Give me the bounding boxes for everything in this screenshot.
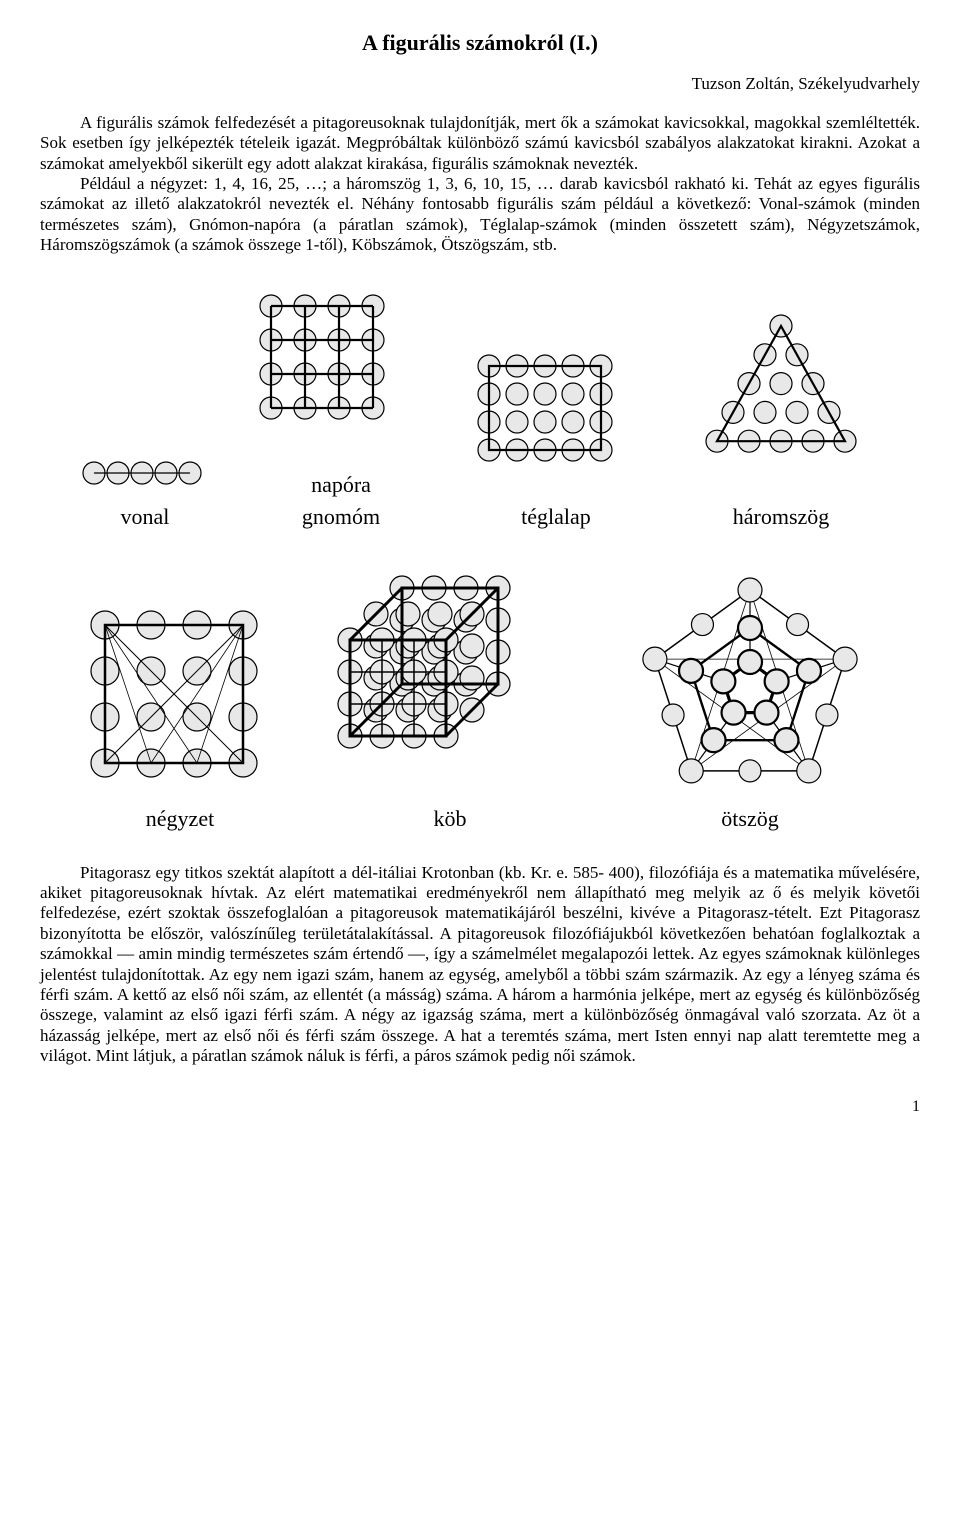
diagram-otszog [620, 560, 880, 800]
label-vonal: vonal [121, 504, 170, 530]
label-napora-2: gnomóm [302, 504, 380, 530]
figure-napora: napóra gnomóm [251, 286, 431, 531]
label-otszog: ötszög [721, 806, 778, 832]
label-kob: köb [434, 806, 467, 832]
page-title: A figurális számokról (I.) [40, 30, 920, 56]
diagram-negyzet [80, 600, 280, 800]
author-line: Tuzson Zoltán, Székelyudvarhely [40, 74, 920, 94]
diagram-teglalap [471, 348, 641, 498]
figure-otszog: ötszög [620, 560, 880, 832]
figure-vonal: vonal [79, 448, 211, 530]
figure-row-1: vonal napóra gnomóm téglalap háromszög [40, 286, 920, 531]
figure-negyzet: négyzet [80, 600, 280, 832]
diagram-haromszog [681, 308, 881, 498]
page-number: 1 [40, 1097, 920, 1116]
figure-teglalap: téglalap [471, 348, 641, 530]
diagram-kob [320, 560, 580, 800]
label-napora-1: napóra [311, 472, 371, 498]
paragraph-1: A figurális számok felfedezését a pitago… [40, 113, 920, 174]
paragraph-2: Például a négyzet: 1, 4, 16, 25, …; a há… [40, 174, 920, 256]
figure-kob: köb [320, 560, 580, 832]
diagram-napora [251, 286, 431, 466]
diagram-vonal [79, 448, 211, 498]
label-negyzet: négyzet [146, 806, 214, 832]
figure-row-2: négyzet köb ötszög [40, 560, 920, 832]
label-haromszog: háromszög [733, 504, 830, 530]
figure-haromszog: háromszög [681, 308, 881, 530]
label-teglalap: téglalap [521, 504, 591, 530]
paragraph-3: Pitagorasz egy titkos szektát alapított … [40, 863, 920, 1067]
